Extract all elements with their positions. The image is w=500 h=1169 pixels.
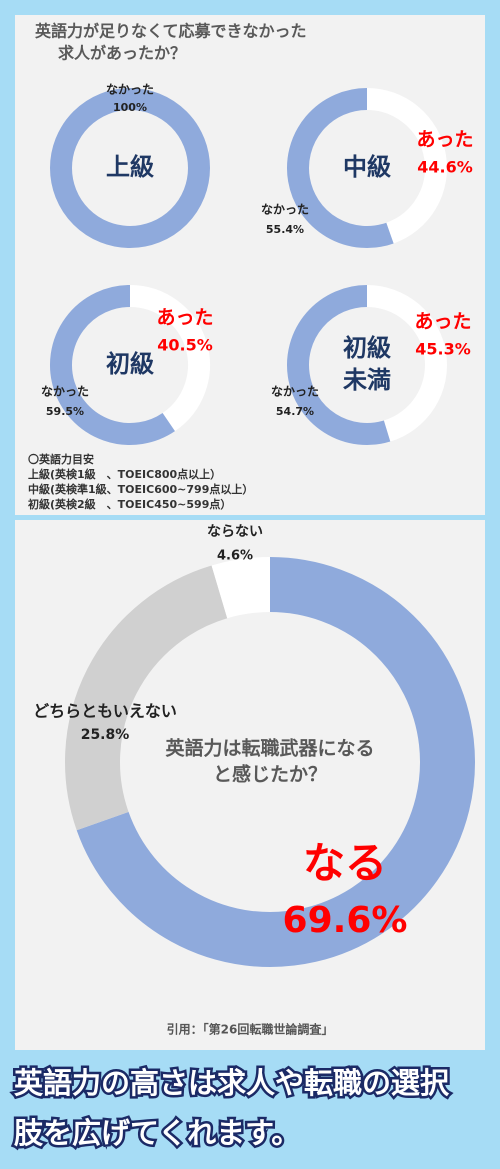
center-label: 英語力は転職武器になる [165, 737, 374, 760]
caption: 肢を広げてくれます。 [14, 1116, 300, 1150]
value-label: 55.4% [266, 223, 304, 236]
center-label: と感じたか？ [213, 762, 327, 785]
slice-label: ならない [207, 524, 263, 540]
slice-label: あった [416, 129, 473, 151]
value-label: 25.8% [81, 727, 130, 743]
slice [76, 557, 475, 967]
section-title: 求人があったか？ [58, 44, 186, 63]
center-label: 中級 [343, 153, 391, 181]
slice [50, 88, 210, 248]
value-label: 4.6% [217, 549, 253, 564]
source: 引用：「第26回転職世論調査」 [167, 1022, 334, 1037]
slice [366, 88, 447, 244]
value-label: 45.3% [415, 340, 471, 359]
center-label: 初級 [343, 334, 391, 362]
slice [65, 565, 228, 831]
slice [50, 285, 175, 445]
value-label: 44.6% [417, 158, 473, 177]
slice [287, 88, 394, 248]
value-label: 69.6% [283, 900, 408, 941]
slice [287, 285, 391, 445]
slice-label: どちらともいえない [33, 702, 177, 721]
note: 〇英語力目安 [28, 452, 94, 466]
slice-label: なかった [271, 385, 319, 399]
value-label: 40.5% [157, 336, 213, 355]
top-panel [15, 15, 485, 515]
slice [129, 285, 210, 432]
note: 中級(英検準1級、TOEIC600~799点以上） [28, 482, 253, 496]
center-label: 未満 [343, 366, 391, 394]
value-label: 100% [113, 101, 147, 114]
slice [211, 557, 271, 619]
note: 初級(英検2級 、TOEIC450~599点） [28, 497, 231, 511]
slice-label: なかった [261, 203, 309, 217]
value-label: 59.5% [46, 405, 84, 418]
center-label: 初級 [106, 350, 154, 378]
slice-label: あった [156, 307, 213, 329]
center-label: 上級 [106, 153, 154, 181]
note: 上級(英検1級 、TOEIC800点以上） [28, 467, 221, 481]
slice-label: あった [414, 311, 471, 333]
section-title: 英語力が足りなくて応募できなかった [34, 22, 307, 41]
slice [366, 285, 447, 442]
slice-label: なかった [106, 83, 154, 97]
value-label: 54.7% [276, 405, 314, 418]
slice-label: なかった [41, 385, 89, 399]
caption: 英語力の高さは求人や転職の選択 [14, 1066, 450, 1100]
slice-label: なる [303, 839, 387, 888]
